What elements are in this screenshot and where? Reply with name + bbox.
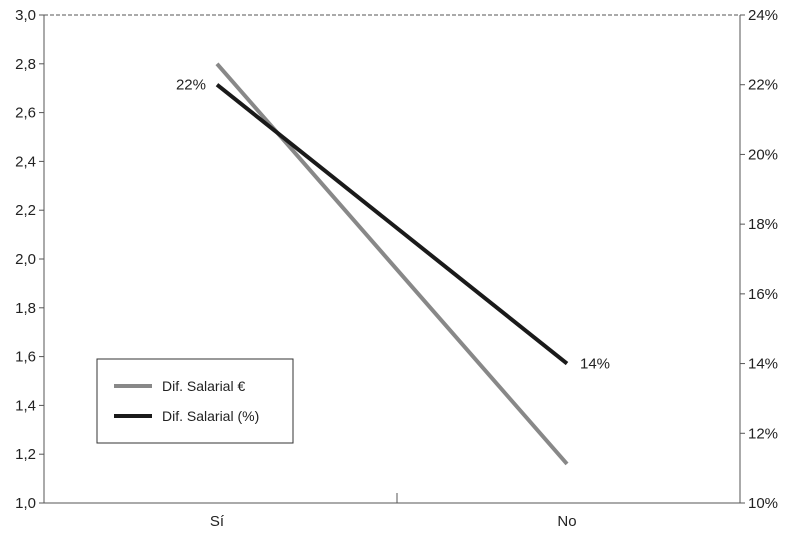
data-label: 22% — [176, 77, 206, 94]
left-tick-label: 1,6 — [15, 349, 36, 366]
left-tick-label: 2,0 — [15, 251, 36, 268]
legend-label-dif-salarial-eur: Dif. Salarial € — [162, 378, 245, 394]
legend: Dif. Salarial € Dif. Salarial (%) — [96, 358, 294, 444]
x-axis-ticks: Sí No — [210, 513, 577, 530]
right-tick-label: 22% — [748, 77, 778, 94]
right-axis-ticks: 10% 12% 14% 16% 18% 20% 22% 24% — [740, 7, 778, 512]
left-tick-label: 2,4 — [15, 153, 36, 170]
left-tick-label: 2,8 — [15, 56, 36, 73]
data-label: 14% — [580, 356, 610, 373]
right-tick-label: 12% — [748, 425, 778, 442]
left-axis-ticks: 1,0 1,2 1,4 1,6 1,8 2,0 2,2 2,4 2,6 2,8 3,0 — [15, 7, 44, 512]
left-tick-label: 1,0 — [15, 495, 36, 512]
legend-label-dif-salarial-pct: Dif. Salarial (%) — [162, 408, 259, 424]
left-tick-label: 2,2 — [15, 202, 36, 219]
right-tick-label: 10% — [748, 495, 778, 512]
left-tick-label: 1,2 — [15, 446, 36, 463]
series-layer — [215, 62, 569, 466]
left-tick-label: 1,8 — [15, 300, 36, 317]
right-tick-label: 18% — [748, 216, 778, 233]
right-tick-label: 20% — [748, 146, 778, 163]
series-line-dif-salarial-pct — [215, 83, 569, 366]
x-tick-label: No — [557, 513, 576, 530]
left-tick-label: 2,6 — [15, 105, 36, 122]
left-tick-label: 1,4 — [15, 397, 36, 414]
legend-box — [96, 358, 294, 444]
right-tick-label: 14% — [748, 356, 778, 373]
data-labels: 22% 14% — [176, 77, 610, 373]
right-tick-label: 16% — [748, 286, 778, 303]
right-tick-label: 24% — [748, 7, 778, 24]
left-tick-label: 3,0 — [15, 7, 36, 24]
x-tick-label: Sí — [210, 513, 225, 530]
